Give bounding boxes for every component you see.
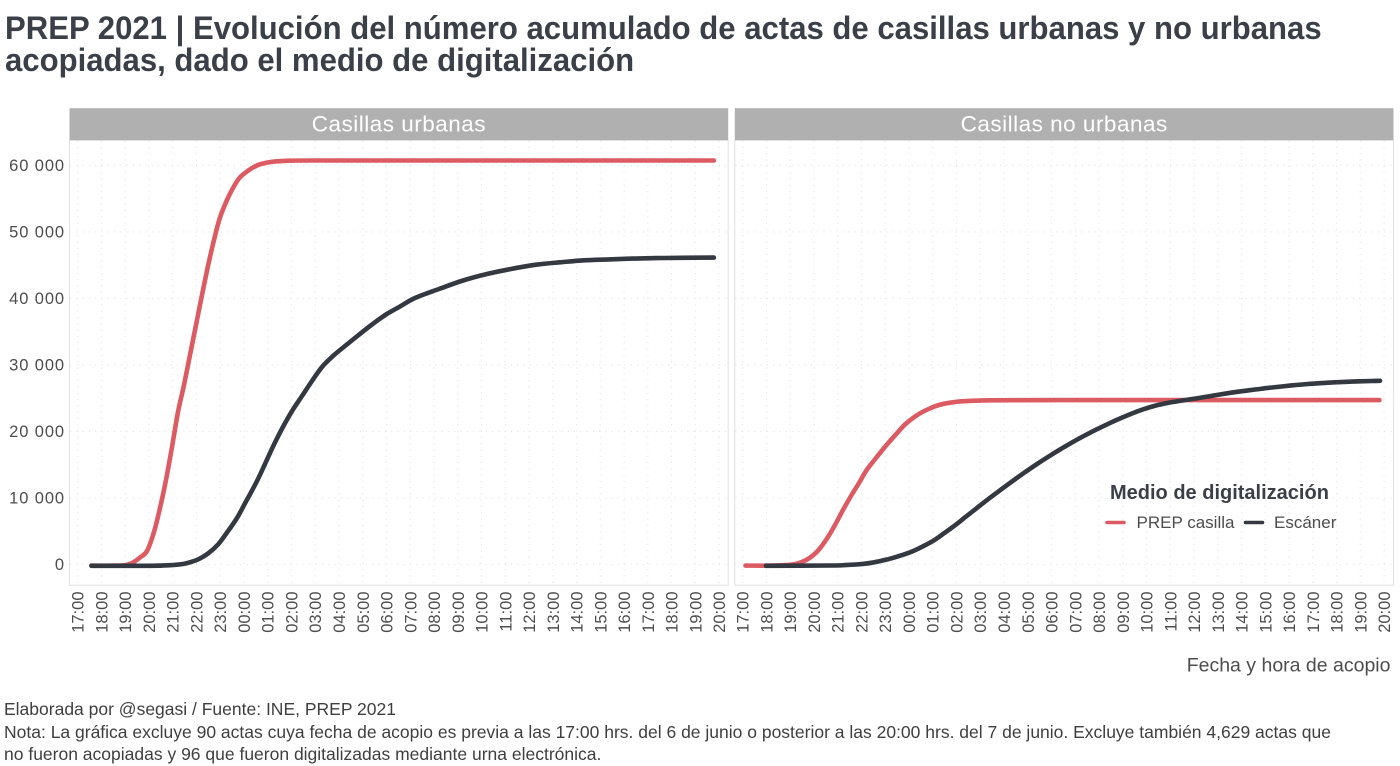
svg-text:16:00: 16:00 xyxy=(616,592,634,633)
svg-text:00:00: 00:00 xyxy=(901,592,919,633)
svg-text:PREP casilla: PREP casilla xyxy=(1137,513,1235,532)
svg-text:09:00: 09:00 xyxy=(1115,592,1133,633)
svg-text:17:00: 17:00 xyxy=(70,592,88,633)
svg-text:05:00: 05:00 xyxy=(355,592,373,633)
svg-text:15:00: 15:00 xyxy=(1257,592,1275,633)
svg-text:18:00: 18:00 xyxy=(664,592,682,633)
svg-text:12:00: 12:00 xyxy=(1186,592,1204,633)
svg-text:18:00: 18:00 xyxy=(94,592,112,633)
svg-text:20:00: 20:00 xyxy=(806,592,824,633)
svg-text:02:00: 02:00 xyxy=(949,592,967,633)
svg-text:20:00: 20:00 xyxy=(141,592,159,633)
svg-text:06:00: 06:00 xyxy=(379,592,397,633)
svg-text:17:00: 17:00 xyxy=(1305,592,1323,633)
svg-text:30 000: 30 000 xyxy=(9,356,65,374)
svg-text:17:00: 17:00 xyxy=(735,592,753,633)
svg-text:01:00: 01:00 xyxy=(260,592,278,633)
svg-text:04:00: 04:00 xyxy=(996,592,1014,633)
svg-text:05:00: 05:00 xyxy=(1020,592,1038,633)
svg-text:60 000: 60 000 xyxy=(9,157,65,175)
svg-text:00:00: 00:00 xyxy=(236,592,254,633)
svg-text:19:00: 19:00 xyxy=(117,592,135,633)
svg-text:23:00: 23:00 xyxy=(877,592,895,633)
svg-text:04:00: 04:00 xyxy=(331,592,349,633)
svg-text:16:00: 16:00 xyxy=(1281,592,1299,633)
svg-text:21:00: 21:00 xyxy=(830,592,848,633)
svg-text:07:00: 07:00 xyxy=(1067,592,1085,633)
svg-text:19:00: 19:00 xyxy=(782,592,800,633)
svg-text:Casillas no urbanas: Casillas no urbanas xyxy=(961,112,1168,137)
svg-text:15:00: 15:00 xyxy=(592,592,610,633)
svg-text:20 000: 20 000 xyxy=(9,423,65,441)
svg-text:22:00: 22:00 xyxy=(854,592,872,633)
svg-text:09:00: 09:00 xyxy=(450,592,468,633)
svg-text:14:00: 14:00 xyxy=(1234,592,1252,633)
svg-text:18:00: 18:00 xyxy=(1329,592,1347,633)
svg-text:14:00: 14:00 xyxy=(569,592,587,633)
svg-text:13:00: 13:00 xyxy=(1210,592,1228,633)
svg-text:06:00: 06:00 xyxy=(1044,592,1062,633)
svg-text:Casillas urbanas: Casillas urbanas xyxy=(312,112,486,137)
svg-text:03:00: 03:00 xyxy=(307,592,325,633)
svg-text:19:00: 19:00 xyxy=(1352,592,1370,633)
svg-text:03:00: 03:00 xyxy=(972,592,990,633)
svg-text:Fecha y hora de acopio: Fecha y hora de acopio xyxy=(1187,654,1391,676)
svg-text:Escáner: Escáner xyxy=(1274,513,1337,532)
svg-text:0: 0 xyxy=(55,556,65,574)
svg-text:01:00: 01:00 xyxy=(925,592,943,633)
svg-text:02:00: 02:00 xyxy=(284,592,302,633)
svg-text:21:00: 21:00 xyxy=(165,592,183,633)
svg-text:23:00: 23:00 xyxy=(212,592,230,633)
svg-text:18:00: 18:00 xyxy=(759,592,777,633)
svg-text:10:00: 10:00 xyxy=(1139,592,1157,633)
svg-text:17:00: 17:00 xyxy=(640,592,658,633)
svg-text:19:00: 19:00 xyxy=(687,592,705,633)
svg-text:07:00: 07:00 xyxy=(402,592,420,633)
svg-text:20:00: 20:00 xyxy=(711,592,729,633)
svg-text:08:00: 08:00 xyxy=(426,592,444,633)
svg-text:10:00: 10:00 xyxy=(474,592,492,633)
svg-text:Medio de digitalización: Medio de digitalización xyxy=(1110,482,1329,504)
svg-text:10 000: 10 000 xyxy=(9,490,65,508)
svg-text:22:00: 22:00 xyxy=(189,592,207,633)
svg-text:50 000: 50 000 xyxy=(9,223,65,241)
svg-text:11:00: 11:00 xyxy=(1162,592,1180,632)
svg-text:20:00: 20:00 xyxy=(1376,592,1394,633)
svg-text:08:00: 08:00 xyxy=(1091,592,1109,633)
svg-text:11:00: 11:00 xyxy=(497,592,515,632)
svg-text:12:00: 12:00 xyxy=(521,592,539,633)
svg-text:40 000: 40 000 xyxy=(9,290,65,308)
svg-text:13:00: 13:00 xyxy=(545,592,563,633)
